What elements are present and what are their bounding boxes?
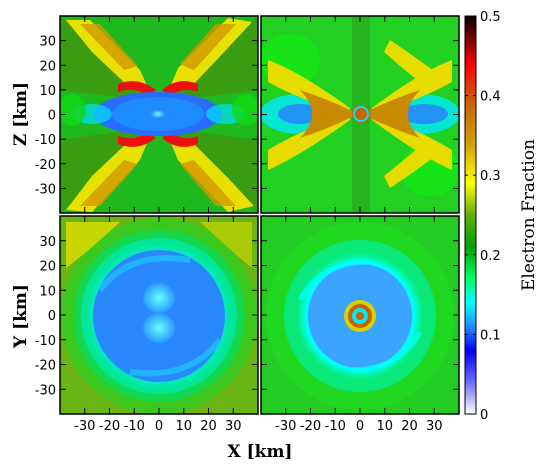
z-tick-label: 0	[48, 109, 56, 124]
colorbar-tick-label: 0	[480, 408, 488, 423]
y-tick-label: 30	[39, 235, 56, 250]
x-tick-label: 0	[155, 419, 163, 434]
x-tick-label: 0	[356, 419, 364, 434]
x-tick-label: 10	[376, 419, 393, 434]
x-tick-label: -20	[99, 419, 120, 434]
colorbar-tick-label: 0.4	[480, 90, 501, 105]
z-tick-label: 20	[39, 59, 56, 74]
z-tick-label: -20	[35, 158, 56, 173]
colorbar-label: Electron Fraction	[519, 139, 539, 291]
x-tick-label: -30	[74, 419, 95, 434]
x-tick-label: 30	[426, 419, 443, 434]
z-tick-label: -10	[35, 133, 56, 148]
y-tick-label: 20	[39, 260, 56, 275]
y-tick-label: -30	[35, 383, 56, 398]
y-tick-label: -20	[35, 359, 56, 374]
panel-bottom-left	[60, 216, 258, 414]
y-tick-label: -10	[35, 334, 56, 349]
panel-top-right	[261, 16, 459, 213]
z-tick-label: 30	[39, 35, 56, 50]
colorbar-tick-label: 0.1	[480, 328, 501, 343]
x-tick-label: -30	[275, 419, 296, 434]
z-axis-label: Z [km]	[11, 82, 31, 146]
x-tick-label: 30	[225, 419, 242, 434]
colorbar-tick-label: 0.3	[480, 169, 501, 184]
z-tick-label: 10	[39, 84, 56, 99]
y-tick-label: 10	[39, 284, 56, 299]
colorbar	[464, 15, 477, 415]
y-axis-label: Y [km]	[11, 284, 31, 349]
colorbar-tick-label: 0.5	[480, 10, 501, 25]
z-tick-label: -30	[35, 182, 56, 197]
y-tick-label: 0	[48, 309, 56, 324]
x-tick-label: 20	[200, 419, 217, 434]
colorbar-tick-label: 0.2	[480, 249, 501, 264]
x-tick-label: -20	[300, 419, 321, 434]
panel-bottom-right	[261, 216, 459, 414]
x-tick-label: -10	[124, 419, 145, 434]
x-tick-label: 20	[401, 419, 418, 434]
x-axis-label: X [km]	[228, 442, 293, 462]
x-tick-label: 10	[175, 419, 192, 434]
x-tick-label: -10	[325, 419, 346, 434]
panel-top-left	[60, 16, 258, 213]
tick-layer: -30 -20 -10 0 10 20 30 -30 -20 -10 0 10 20 303020100-…	[35, 10, 501, 434]
